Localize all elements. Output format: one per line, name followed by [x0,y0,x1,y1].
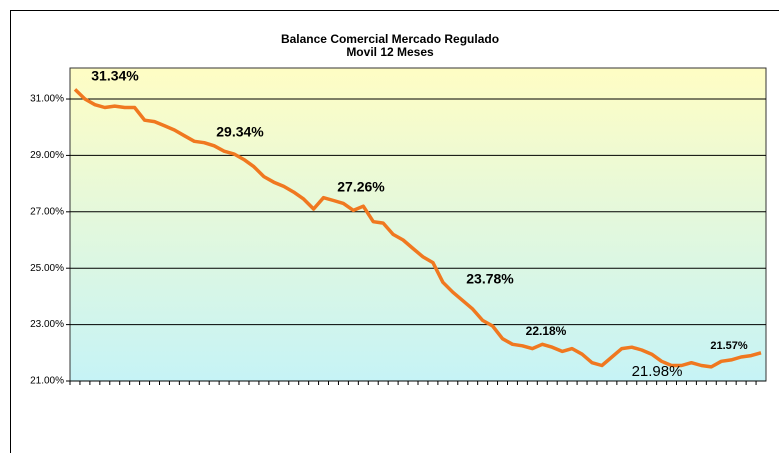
chart-subtitle: Movil 12 Meses [346,45,434,59]
y-tick-label: 31.00% [30,94,64,105]
annotation: 23.78% [466,271,514,287]
y-tick-label: 23.00% [30,319,64,330]
annotation: 31.34% [91,68,139,84]
y-tick-label: 29.00% [30,150,64,161]
chart-title: Balance Comercial Mercado Regulado [281,32,499,46]
annotation: 21.98% [632,363,683,380]
annotation: 21.57% [710,340,748,352]
annotation: 29.34% [216,124,264,140]
y-tick-label: 25.00% [30,263,64,274]
data-line [73,88,762,369]
annotation: 22.18% [526,324,567,338]
annotation: 27.26% [337,179,385,195]
y-tick-label: 27.00% [30,206,64,217]
y-tick-label: 21.00% [30,376,64,387]
plot-area [69,67,767,382]
